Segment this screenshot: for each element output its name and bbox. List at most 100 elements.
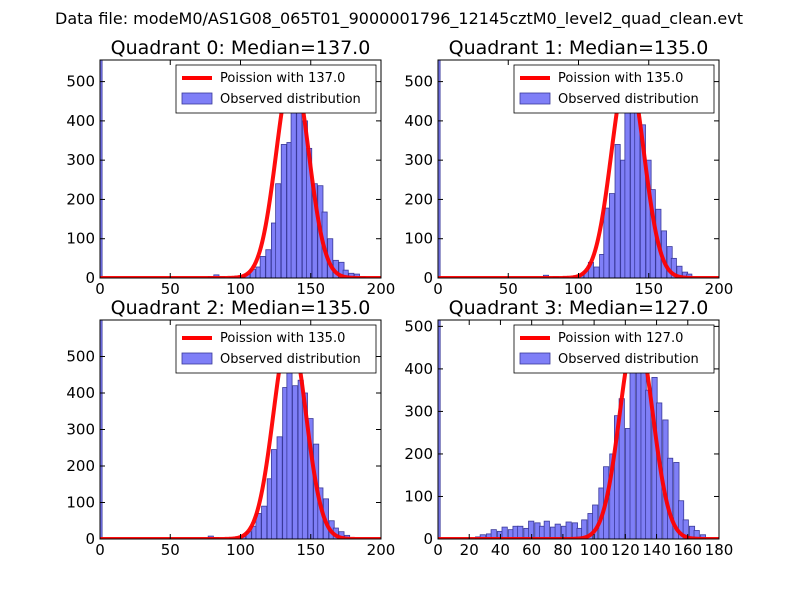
x-tick-label: 100 [580, 541, 609, 559]
y-tick-label: 300 [404, 151, 433, 169]
x-tick-label: 40 [491, 541, 510, 559]
histogram-bar [275, 183, 282, 278]
histogram-bar [624, 104, 631, 278]
y-tick-label: 100 [404, 487, 433, 505]
histogram-bar-zero [438, 320, 441, 539]
y-tick-label: 0 [423, 530, 433, 548]
histogram-bar [296, 92, 303, 278]
y-tick-label: 200 [404, 445, 433, 463]
y-tick-label: 200 [66, 457, 95, 475]
x-tick-label: 140 [642, 541, 671, 559]
histogram-bar [261, 505, 268, 539]
legend-label-poisson: Poission with 135.0 [220, 331, 345, 346]
y-tick-label: 500 [66, 348, 95, 366]
x-tick-label: 0 [95, 280, 105, 298]
histogram-bar [603, 207, 610, 278]
x-tick-label: 80 [553, 541, 572, 559]
histogram-bar-zero [100, 60, 103, 278]
y-tick-label: 300 [66, 421, 95, 439]
legend-box [175, 64, 377, 114]
legend: Poission with 135.0 Observed distribution [175, 324, 377, 374]
y-tick-label: 400 [66, 384, 95, 402]
x-tick-label: 100 [564, 280, 593, 298]
axes-frame [437, 319, 720, 540]
x-tick-label: 0 [95, 541, 105, 559]
histogram-bar [271, 449, 278, 539]
y-tick-label: 200 [404, 190, 433, 208]
legend-label-poisson: Poission with 137.0 [220, 71, 345, 86]
histogram-bar [528, 520, 535, 539]
x-tick-label: 150 [296, 541, 325, 559]
quadrant-3-panel: Quadrant 3: Median=127.00 20 40 60 80 100 120 1… [404, 297, 733, 559]
panel-title: Quadrant 1: Median=135.0 [449, 37, 709, 59]
quadrant-1-panel: Quadrant 1: Median=135.0 0 50 100 150 200 0 100… [404, 37, 733, 298]
x-tick-label: 50 [499, 280, 518, 298]
y-tick-label: 100 [66, 230, 95, 248]
legend-label-poisson: Poission with 127.0 [558, 331, 683, 346]
legend-box [513, 324, 715, 374]
histogram-bar [290, 87, 297, 278]
histogram-bar [639, 124, 646, 278]
histogram-bar [609, 193, 616, 278]
y-tick-label: 300 [404, 402, 433, 420]
y-tick-label: 500 [66, 73, 95, 91]
histogram-bar [280, 144, 287, 278]
legend-label-observed: Observed distribution [558, 92, 699, 107]
x-tick-label: 200 [705, 280, 734, 298]
y-tick-label: 500 [404, 317, 433, 335]
y-tick-label: 500 [404, 73, 433, 91]
histogram-bar [565, 521, 572, 539]
x-tick-label: 200 [367, 280, 396, 298]
quadrant-0-panel: Quadrant 0: Median=137.0 0 50 100 150 200 0 100… [66, 37, 395, 298]
legend-label-observed: Observed distribution [558, 352, 699, 367]
x-tick-label: 180 [705, 541, 734, 559]
histogram-bar [543, 520, 550, 539]
figure-suptitle: Data file: modeM0/AS1G08_065T01_90000017… [55, 9, 743, 29]
x-tick-label: 50 [161, 541, 180, 559]
y-tick-label: 400 [66, 112, 95, 130]
y-tick-label: 100 [66, 494, 95, 512]
x-tick-label: 0 [433, 541, 443, 559]
legend-label-observed: Observed distribution [220, 352, 361, 367]
histogram-bar [265, 249, 272, 278]
histogram-bar [259, 255, 266, 278]
x-tick-label: 60 [522, 541, 541, 559]
x-tick-label: 150 [634, 280, 663, 298]
histogram-bar [593, 266, 600, 278]
x-tick-label: 160 [673, 541, 702, 559]
x-tick-label: 50 [161, 280, 180, 298]
y-tick-label: 0 [85, 269, 95, 287]
histogram-bar [667, 457, 674, 539]
x-tick-label: 100 [226, 280, 255, 298]
x-tick-label: 0 [433, 280, 443, 298]
x-tick-label: 150 [296, 280, 325, 298]
legend: Poission with 127.0 Observed distribution [513, 324, 715, 374]
y-tick-label: 100 [404, 230, 433, 248]
histogram-bar [554, 523, 561, 539]
legend-bar-swatch [181, 352, 213, 365]
quadrant-2-panel: Quadrant 2: Median=135.0 0 50 100 150 200 0 100… [66, 297, 395, 559]
legend: Poission with 135.0 Observed distribution [513, 64, 715, 114]
panel-title: Quadrant 2: Median=135.0 [111, 297, 371, 319]
legend-box [175, 324, 377, 374]
histogram-bar [292, 385, 299, 539]
histogram-bar [276, 436, 283, 539]
panel-title: Quadrant 3: Median=127.0 [449, 297, 709, 319]
y-tick-label: 400 [404, 360, 433, 378]
legend-label-poisson: Poission with 135.0 [558, 71, 683, 86]
plot-area-1 [438, 60, 719, 278]
legend-bar-swatch [519, 92, 551, 105]
y-tick-label: 0 [423, 269, 433, 287]
y-tick-label: 400 [404, 112, 433, 130]
histogram-bar [676, 265, 683, 278]
histogram-bar [629, 355, 636, 539]
x-tick-label: 100 [226, 541, 255, 559]
x-tick-label: 120 [611, 541, 640, 559]
legend-box [513, 64, 715, 114]
histogram-bar [645, 389, 652, 539]
y-tick-label: 0 [85, 530, 95, 548]
legend: Poission with 137.0 Observed distribution [175, 64, 377, 114]
histogram-bar [614, 144, 621, 278]
y-tick-label: 200 [66, 190, 95, 208]
